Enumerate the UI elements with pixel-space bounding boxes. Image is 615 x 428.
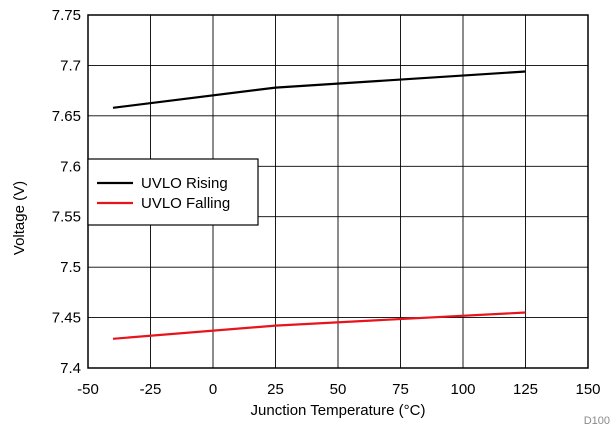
series-line-uvlo-falling	[112, 311, 526, 340]
y-tick-label: 7.75	[52, 7, 81, 24]
x-tick-label: -50	[77, 381, 99, 398]
y-tick-labels: 7.4 7.45 7.5 7.55 7.6 7.65 7.7 7.75	[52, 7, 81, 377]
y-tick-label: 7.7	[60, 57, 81, 74]
x-tick-label: 150	[575, 381, 600, 398]
x-tick-label: 0	[209, 381, 217, 398]
legend-label-uvlo-falling: UVLO Falling	[141, 195, 230, 212]
legend: UVLO Rising UVLO Falling	[87, 158, 259, 226]
y-tick-label: 7.6	[60, 158, 81, 175]
x-tick-label: 25	[267, 381, 284, 398]
y-tick-label: 7.5	[60, 259, 81, 276]
legend-box	[87, 158, 259, 226]
y-tick-label: 7.55	[52, 209, 81, 226]
x-tick-labels: -50 -25 0 25 50 75 100 125 150	[77, 381, 600, 398]
x-tick-label: 100	[450, 381, 475, 398]
y-tick-label: 7.65	[52, 108, 81, 125]
series-line-uvlo-rising	[112, 70, 526, 109]
series-layer	[112, 70, 526, 340]
y-tick-label: 7.45	[52, 310, 81, 327]
legend-label-uvlo-rising: UVLO Rising	[141, 175, 228, 192]
y-tick-label: 7.4	[60, 360, 81, 377]
x-tick-label: 125	[513, 381, 538, 398]
x-tick-label: 75	[392, 381, 409, 398]
x-axis-label: Junction Temperature (°C)	[251, 402, 426, 419]
figure-code: D100	[584, 415, 610, 427]
x-tick-label: 50	[330, 381, 347, 398]
x-tick-label: -25	[140, 381, 162, 398]
y-axis-label: Voltage (V)	[11, 181, 28, 255]
